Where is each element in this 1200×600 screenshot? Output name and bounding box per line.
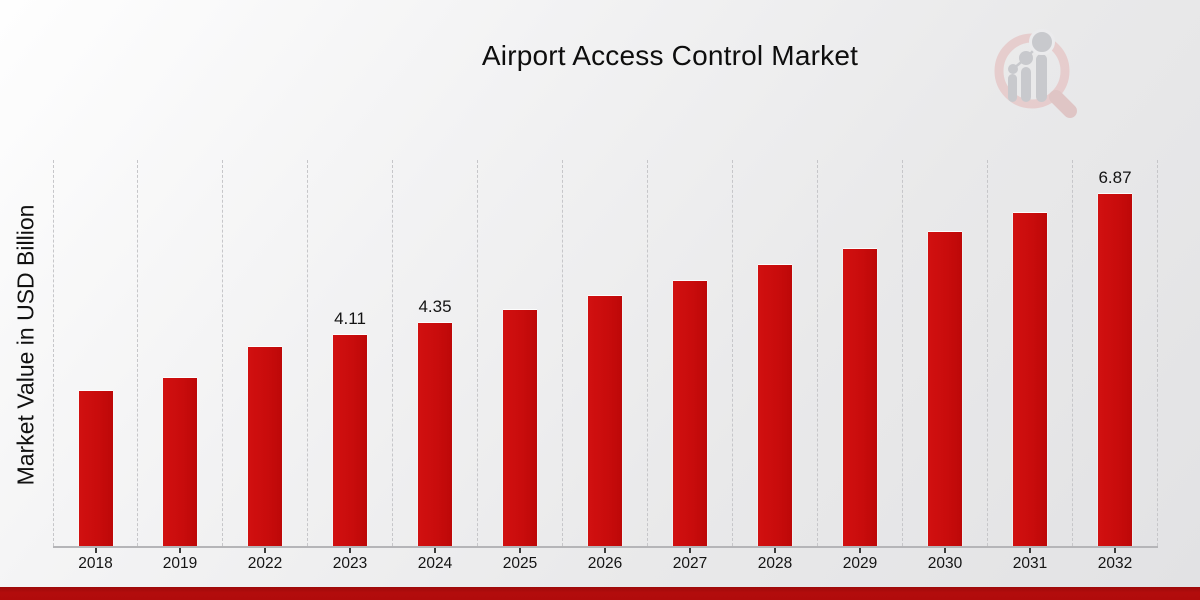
bar [78,391,113,546]
x-axis-tick [859,548,861,553]
x-tick-label: 2023 [332,555,368,572]
x-tick-label: 2032 [1097,555,1133,572]
bar-column: 2031 [988,160,1073,572]
bar [163,378,197,546]
plot-area: 2018 2019 2022 4.11 2023 4.35 2024 2025 2026 2027… [53,160,1158,572]
bar [758,265,792,546]
x-axis-tick [519,548,521,553]
x-tick-label: 2025 [502,555,538,572]
bar-value-label: 4.11 [334,309,366,328]
x-axis-tick [689,548,691,553]
x-tick-label: 2026 [587,555,623,572]
x-axis-tick [349,548,351,553]
bar [1098,194,1132,546]
x-axis-tick [944,548,946,553]
bar-column: 2022 [223,160,308,572]
bar-value-label: 6.87 [1098,168,1132,187]
bar [928,232,962,546]
x-tick-label: 2030 [927,555,963,572]
y-axis-label: Market Value in USD Billion [12,204,39,486]
x-tick-label: 2027 [672,555,708,572]
bar-column: 2028 [733,160,818,572]
bar [588,296,622,546]
bar [843,249,877,546]
x-axis-tick [604,548,606,553]
x-tick-label: 2024 [417,555,453,572]
bar-column: 6.87 2032 [1073,160,1158,572]
bar-column: 2025 [478,160,563,572]
x-axis-tick [434,548,436,553]
x-axis-tick [1114,548,1116,553]
x-axis-tick [264,548,266,553]
bar-column: 2027 [648,160,733,572]
x-axis-tick [1029,548,1031,553]
bar-column: 4.11 2023 [308,160,393,572]
bar-column: 2019 [138,160,223,572]
bar-column: 2030 [903,160,988,572]
x-tick-label: 2028 [757,555,793,572]
magnifier-bar-chart-icon [994,29,1077,118]
bar-column: 2029 [818,160,903,572]
x-axis-tick [94,548,97,553]
x-axis-tick [774,548,776,553]
x-axis-tick [179,548,181,553]
bar-value-label: 4.35 [418,297,452,316]
bar-column: 2018 [53,160,138,572]
bar-column: 2026 [563,160,648,572]
x-tick-label: 2022 [247,555,283,572]
bar [248,347,282,546]
page-title: Airport Access Control Market [481,40,859,71]
x-tick-label: 2031 [1012,555,1048,572]
bar [1013,213,1047,546]
x-tick-label: 2018 [78,555,113,572]
bar [418,323,452,546]
bar [333,335,367,546]
bar-column: 4.35 2024 [393,160,478,572]
bar [673,281,707,546]
x-tick-label: 2029 [842,555,878,572]
bar [503,310,537,546]
footer-accent-stripe [0,587,1200,600]
x-tick-label: 2019 [162,555,198,572]
